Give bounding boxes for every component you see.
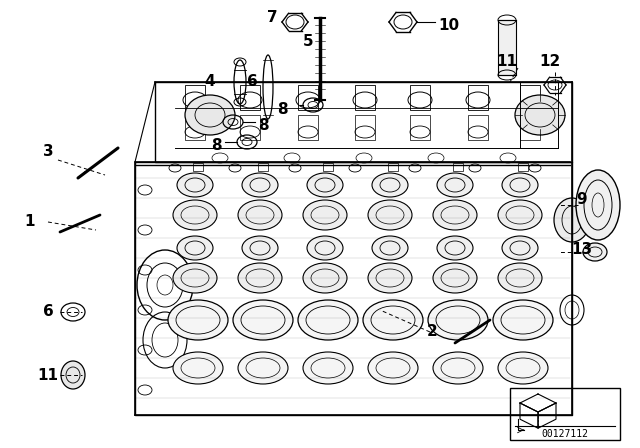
Ellipse shape [498, 352, 548, 384]
Bar [520, 85, 540, 110]
Ellipse shape [363, 300, 423, 340]
Bar [498, 20, 516, 75]
Ellipse shape [307, 236, 343, 260]
Bar [518, 163, 528, 171]
Ellipse shape [433, 352, 483, 384]
Text: 11: 11 [497, 55, 518, 69]
Ellipse shape [500, 153, 516, 163]
Bar [468, 85, 488, 110]
Bar [388, 163, 398, 171]
Ellipse shape [307, 173, 343, 197]
Bar [355, 85, 375, 110]
Ellipse shape [372, 173, 408, 197]
Text: 10: 10 [438, 18, 459, 34]
Ellipse shape [576, 170, 620, 240]
Bar [323, 163, 333, 171]
Text: 6: 6 [246, 74, 257, 90]
Ellipse shape [242, 173, 278, 197]
Ellipse shape [368, 200, 412, 230]
Ellipse shape [372, 236, 408, 260]
Ellipse shape [356, 153, 372, 163]
Ellipse shape [61, 361, 85, 389]
Ellipse shape [502, 236, 538, 260]
Bar [193, 163, 203, 171]
Ellipse shape [242, 236, 278, 260]
Ellipse shape [303, 352, 353, 384]
Bar [355, 115, 375, 140]
Ellipse shape [433, 200, 477, 230]
Ellipse shape [298, 300, 358, 340]
Ellipse shape [303, 200, 347, 230]
Bar [453, 163, 463, 171]
Ellipse shape [498, 263, 542, 293]
Text: 12: 12 [540, 55, 561, 69]
Bar [510, 388, 620, 440]
Bar [298, 115, 318, 140]
Bar [185, 85, 205, 110]
Bar [258, 163, 268, 171]
Bar [468, 115, 488, 140]
Bar [410, 115, 430, 140]
Ellipse shape [173, 263, 217, 293]
Ellipse shape [437, 236, 473, 260]
Text: 2: 2 [427, 324, 437, 340]
Bar [240, 115, 260, 140]
Text: 7: 7 [267, 10, 277, 26]
Ellipse shape [428, 300, 488, 340]
Ellipse shape [185, 95, 235, 135]
Ellipse shape [61, 303, 85, 321]
Ellipse shape [498, 200, 542, 230]
Text: 8: 8 [211, 138, 222, 154]
Ellipse shape [173, 352, 223, 384]
Ellipse shape [515, 95, 565, 135]
Ellipse shape [428, 153, 444, 163]
Text: 8: 8 [277, 102, 288, 116]
Bar [298, 85, 318, 110]
Ellipse shape [233, 300, 293, 340]
Ellipse shape [177, 236, 213, 260]
Ellipse shape [493, 300, 553, 340]
Ellipse shape [437, 173, 473, 197]
Text: 11: 11 [38, 367, 58, 383]
Ellipse shape [368, 263, 412, 293]
Ellipse shape [368, 352, 418, 384]
Text: 1: 1 [25, 215, 35, 229]
Ellipse shape [583, 243, 607, 261]
Ellipse shape [433, 263, 477, 293]
Bar [185, 115, 205, 140]
Ellipse shape [303, 263, 347, 293]
Ellipse shape [168, 300, 228, 340]
Ellipse shape [173, 200, 217, 230]
Text: 6: 6 [43, 305, 53, 319]
Text: 3: 3 [43, 145, 53, 159]
Ellipse shape [554, 198, 590, 242]
Text: 13: 13 [572, 242, 593, 258]
Ellipse shape [284, 153, 300, 163]
Bar [520, 115, 540, 140]
Ellipse shape [238, 263, 282, 293]
Ellipse shape [212, 153, 228, 163]
Ellipse shape [238, 352, 288, 384]
Bar [240, 85, 260, 110]
Ellipse shape [238, 200, 282, 230]
Text: 9: 9 [577, 193, 588, 207]
Text: 5: 5 [303, 34, 314, 49]
Ellipse shape [177, 173, 213, 197]
Text: 00127112: 00127112 [541, 429, 589, 439]
Text: 4: 4 [205, 74, 215, 90]
Bar [410, 85, 430, 110]
Ellipse shape [502, 173, 538, 197]
Text: 8: 8 [258, 119, 269, 134]
